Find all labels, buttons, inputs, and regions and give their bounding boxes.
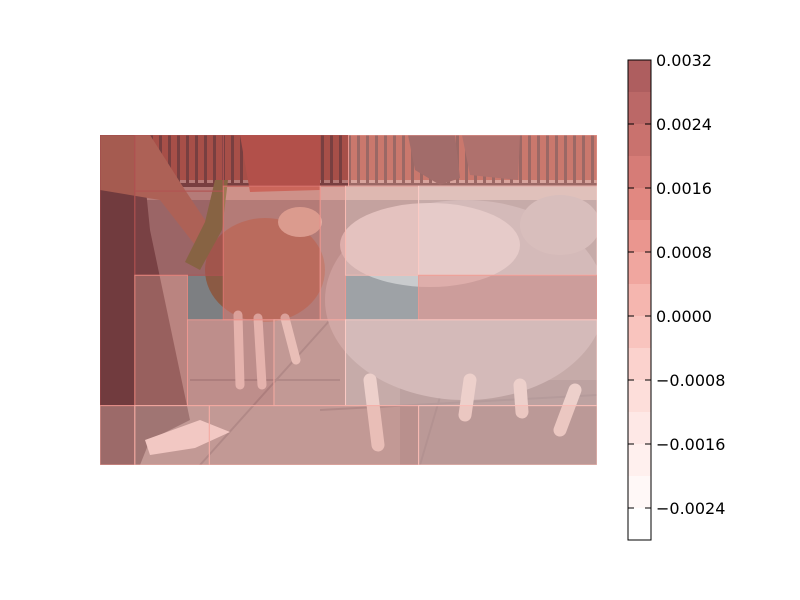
- heatmap-cell: [134, 190, 224, 276]
- heatmap-cell: [222, 135, 349, 187]
- heatmap-cell: [100, 135, 136, 407]
- colorbar-tick-label: 0.0024: [656, 115, 712, 134]
- colorbar-segment: [628, 380, 651, 412]
- colorbar-segment: [628, 60, 651, 92]
- heatmap-cell: [134, 405, 210, 465]
- colorbar-segment: [628, 348, 651, 380]
- heatmap-cell: [208, 405, 420, 465]
- colorbar-segment: [628, 316, 651, 348]
- colorbar-tick-label: −0.0024: [656, 499, 725, 518]
- colorbar-segment: [628, 220, 651, 252]
- colorbar-segment: [628, 124, 651, 156]
- colorbar-tick-label: 0.0000: [656, 307, 712, 326]
- colorbar-tick-label: −0.0016: [656, 435, 725, 454]
- colorbar-segment: [628, 444, 651, 476]
- colorbar-tick-label: 0.0032: [656, 51, 712, 70]
- colorbar-segment: [628, 412, 651, 444]
- heatmap-cell: [348, 135, 597, 187]
- heatmap-cell: [319, 185, 347, 321]
- colorbar-segment: [628, 284, 651, 316]
- heatmap-cell: [345, 185, 420, 276]
- colorbar-frame: [627, 59, 652, 541]
- heatmap-cell: [418, 185, 597, 276]
- colorbar-tick-label: 0.0008: [656, 243, 712, 262]
- heatmap-cell: [100, 405, 136, 465]
- colorbar-segment: [628, 156, 651, 188]
- colorbar-segment: [628, 252, 651, 284]
- colorbar-tick-label: −0.0008: [656, 371, 725, 390]
- heatmap-overlay: [100, 135, 597, 465]
- heatmap-cell: [222, 185, 321, 321]
- colorbar: 0.0032 0.0024 0.0016 0.0008 0.0000 −0.0008 −0.…: [627, 51, 725, 541]
- heatmap-cell: [134, 274, 188, 407]
- colorbar-segment: [628, 92, 651, 124]
- colorbar-segment: [628, 188, 651, 220]
- heatmap-cell: [134, 135, 224, 192]
- colorbar-segment: [628, 508, 651, 540]
- heatmap-cell: [345, 319, 597, 407]
- heatmap-cell: [418, 274, 597, 321]
- heatmap-cell: [186, 319, 275, 407]
- heatmap-cell: [418, 405, 597, 465]
- heatmap-cell: [273, 319, 347, 407]
- colorbar-segment: [628, 476, 651, 508]
- colorbar-tick-label: 0.0016: [656, 179, 712, 198]
